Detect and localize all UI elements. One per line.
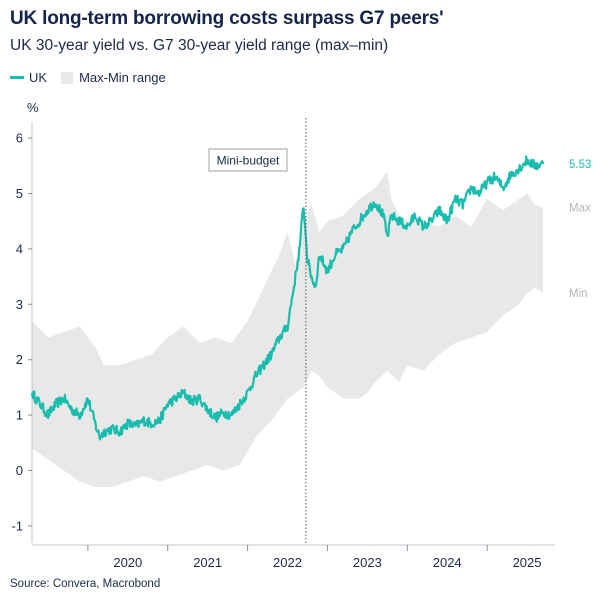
x-tick-label: 2020 [113,555,142,570]
legend-item-range: Max-Min range [61,70,166,85]
mini-budget-box [208,148,288,172]
x-tick-label: 2025 [513,555,542,570]
uk-yield-line [30,155,545,441]
y-tick-label: 0 [16,463,23,478]
chart-subtitle: UK 30-year yield vs. G7 30-year yield ra… [10,37,389,54]
legend-range-swatch [61,71,74,84]
annotation-layer: Mini-budget 5.53 Max Min [208,118,591,545]
y-axis-unit-label: % [27,100,39,115]
uk-end-label: 5.53 [569,159,591,171]
legend-range-label: Max-Min range [79,70,166,85]
y-tick-label: 2 [16,352,23,367]
y-tick-label: 1 [16,408,23,423]
y-tick-label: -1 [11,518,23,533]
min-end-label: Min [569,288,588,300]
legend-uk-label: UK [29,70,48,85]
source-note: Source: Convera, Macrobond [10,578,161,590]
y-tick-label: 6 [16,131,23,146]
y-tick-label: 4 [16,241,23,256]
axes-layer: -1 0 1 2 3 4 5 6% 2020 2021 2022 2023 2024 2025 [11,100,555,570]
max-end-label: Max [569,202,591,214]
uk-line-layer [30,155,545,441]
legend: UK Max-Min range [10,70,180,85]
chart-title: UK long-term borrowing costs surpass G7 … [10,8,444,29]
x-tick-label: 2024 [433,555,462,570]
x-tick-label: 2021 [193,555,222,570]
x-tick-label: 2022 [273,555,302,570]
legend-item-uk: UK [10,70,47,85]
y-tick-label: 5 [16,186,23,201]
legend-uk-swatch [10,76,24,79]
x-tick-label: 2023 [353,555,382,570]
y-tick-label: 3 [16,297,23,312]
mini-budget-label: Mini-budget [217,154,280,168]
